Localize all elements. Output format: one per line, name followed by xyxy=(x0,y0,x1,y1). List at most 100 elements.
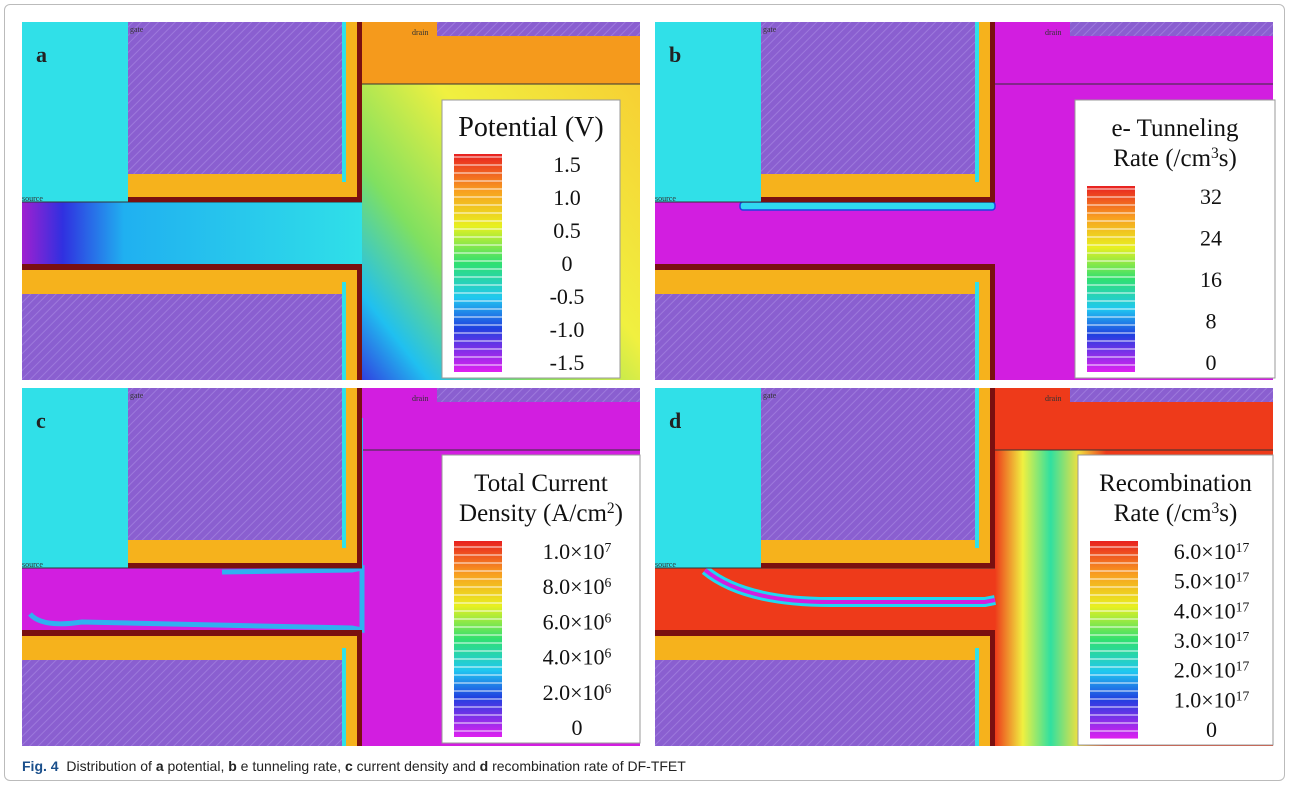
text-segment: -1.5 xyxy=(550,350,585,375)
superscript: 2 xyxy=(607,500,615,517)
top-gate xyxy=(761,22,975,174)
text-segment: 1.0×10 xyxy=(1174,687,1236,712)
colorbar-stripes xyxy=(1087,186,1135,372)
colorbar-label: -1.5 xyxy=(550,350,585,375)
gate-oxide-liner xyxy=(22,630,362,636)
device xyxy=(22,22,640,380)
region-label: drain xyxy=(412,28,428,37)
legend-title: Recombination xyxy=(1099,470,1252,497)
colorbar-label: 0 xyxy=(1206,350,1217,375)
superscript: 17 xyxy=(1236,629,1250,644)
bottom-gate xyxy=(22,660,342,746)
gate-oxide-liner xyxy=(22,264,362,270)
panel-ref: c xyxy=(344,758,353,774)
text-segment: -1.0 xyxy=(550,317,585,342)
colorbar-label: 2.0×1017 xyxy=(1174,658,1250,683)
panel-letter: d xyxy=(669,408,681,433)
text-segment: 0 xyxy=(1206,717,1217,742)
text-segment: Potential (V) xyxy=(458,112,603,143)
legend-title: e- Tunneling xyxy=(1111,115,1239,142)
gate-oxide-liner xyxy=(357,22,362,202)
text-segment: 0.5 xyxy=(553,218,581,243)
caption-text: recombination rate of DF-TFET xyxy=(488,758,686,774)
superscript: 6 xyxy=(605,680,612,695)
text-segment: 4.0×10 xyxy=(543,645,605,670)
colorbar-label: 1.0×107 xyxy=(543,539,612,564)
bottom-gate xyxy=(655,660,975,746)
gate-oxide-liner xyxy=(761,563,995,568)
legend-title: Total Current xyxy=(474,470,608,497)
superscript: 17 xyxy=(1236,658,1250,673)
panel-ref: b xyxy=(228,758,237,774)
text-segment: 0 xyxy=(562,251,573,276)
gate-oxide-liner xyxy=(990,22,995,202)
bottom-gate xyxy=(655,294,975,380)
text-segment: 16 xyxy=(1200,267,1222,292)
region-label: source xyxy=(655,560,676,569)
colorbar-label: 4.0×106 xyxy=(543,645,612,670)
colorbar-label: 6.0×106 xyxy=(543,609,612,634)
panel: gate drain source d Recombination Rate (/cm3s… xyxy=(655,388,1274,746)
text-segment: Rate (/cm xyxy=(1113,145,1211,172)
region-label: gate xyxy=(763,391,777,400)
colorbar-label: 0 xyxy=(572,715,583,740)
text-segment: -0.5 xyxy=(550,284,585,309)
colorbar-label: -0.5 xyxy=(550,284,585,309)
colorbar-label: -1.0 xyxy=(550,317,585,342)
legend-title: Rate (/cm3s) xyxy=(1113,145,1237,173)
source-region xyxy=(655,22,761,202)
gate-edge xyxy=(342,648,346,746)
colorbar-label: 6.0×1017 xyxy=(1174,539,1250,564)
panel-letter: b xyxy=(669,42,681,67)
region-label: source xyxy=(22,194,43,203)
text-segment: Rate (/cm xyxy=(1114,500,1212,527)
superscript: 7 xyxy=(605,540,612,555)
text-segment: s) xyxy=(1219,500,1237,527)
gate-edge xyxy=(342,282,346,380)
panel-ref: a xyxy=(155,758,164,774)
text-segment: ) xyxy=(615,500,623,527)
gate-oxide-liner xyxy=(990,388,995,568)
text-segment: 32 xyxy=(1200,184,1222,209)
top-gate xyxy=(761,388,975,540)
channel xyxy=(22,568,362,630)
text-segment: s) xyxy=(1219,145,1237,172)
gate-oxide-liner xyxy=(357,264,362,380)
colorbar-label: 4.0×1017 xyxy=(1174,598,1250,623)
text-segment: Recombination xyxy=(1099,470,1252,497)
figure-frame xyxy=(4,4,1285,781)
region-label: source xyxy=(655,194,676,203)
gate-oxide-liner xyxy=(761,197,995,202)
caption-text: e tunneling rate, xyxy=(236,758,345,774)
panel-letter: a xyxy=(36,42,47,67)
text-segment: 8.0×10 xyxy=(543,574,605,599)
legend: Potential (V) 1.5 1.0 0.5 0 -0.5 -1.0 -1.5 xyxy=(441,99,621,379)
gate-oxide-liner xyxy=(357,630,362,746)
drain-electrode xyxy=(1070,388,1273,402)
gate-oxide-liner xyxy=(655,630,995,636)
drain-electrode xyxy=(1070,22,1273,36)
source-region xyxy=(655,388,761,568)
bottom-gate xyxy=(22,294,342,380)
superscript: 3 xyxy=(1211,145,1219,162)
colorbar-label: 16 xyxy=(1200,267,1222,292)
colorbar-label: 0.5 xyxy=(553,218,581,243)
current-path xyxy=(28,564,365,634)
top-gate xyxy=(128,22,342,174)
colorbar-label: 0 xyxy=(562,251,573,276)
gate-edge xyxy=(342,388,346,548)
legend: e- Tunneling Rate (/cm3s) 32 24 16 8 0 xyxy=(1074,99,1276,379)
legend-title: Density (A/cm2) xyxy=(459,500,623,528)
text-segment: 5.0×10 xyxy=(1174,569,1236,594)
colorbar-stripes xyxy=(454,541,502,737)
superscript: 6 xyxy=(605,645,612,660)
text-segment: e- Tunneling xyxy=(1111,115,1239,142)
text-segment: 8 xyxy=(1206,309,1217,334)
figure: gate drain source a Potential (V) 1.5 1.0 0.5 0 -… xyxy=(22,22,1276,746)
drain-electrode xyxy=(437,22,640,36)
gate-oxide-liner xyxy=(990,264,995,380)
gate-edge xyxy=(975,282,979,380)
channel xyxy=(22,202,362,264)
